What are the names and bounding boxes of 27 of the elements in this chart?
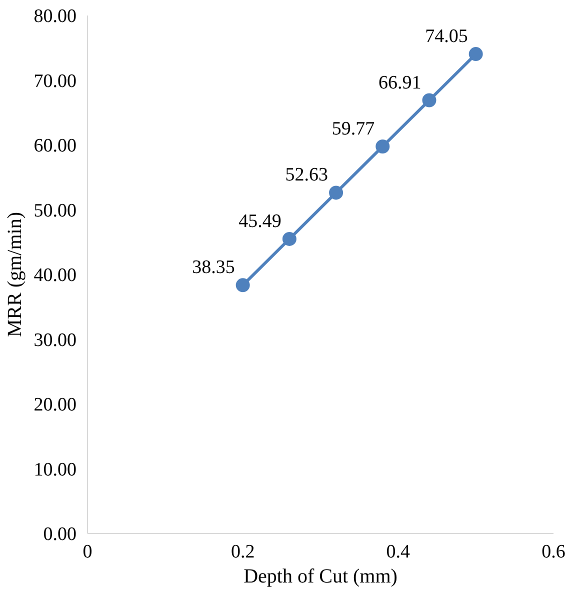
x-tick-label: 0 [82,542,92,562]
y-tick-label: 0.00 [43,524,76,545]
y-tick-label: 30.00 [34,330,76,351]
data-label: 45.49 [238,210,282,232]
y-tick-label: 70.00 [34,70,76,92]
y-tick-label: 60.00 [34,136,76,156]
data-label: 59.77 [332,118,375,140]
x-tick-label: 0.2 [230,542,255,562]
y-tick-label: 10.00 [34,459,76,480]
point [468,47,483,62]
y-axis-title: MRR (gm/min) [4,212,26,338]
data-label: 52.63 [285,164,328,186]
point [376,140,390,154]
y-tick-label: 80.00 [34,6,76,27]
x-axis-title: Depth of Cut (mm) [244,566,398,588]
x-tick-label: 0.4 [386,542,411,562]
x-tick-label: 0.6 [542,542,566,562]
point [422,93,436,108]
y-tick-label: 40.00 [34,265,76,286]
data-label: 38.35 [192,257,235,278]
data-label: 66.91 [378,72,422,94]
point [282,232,296,246]
data-label: 74.05 [425,26,468,48]
y-tick-label: 50.00 [34,200,76,222]
point [236,278,250,292]
y-tick-label: 20.00 [34,394,76,416]
point [329,186,344,200]
